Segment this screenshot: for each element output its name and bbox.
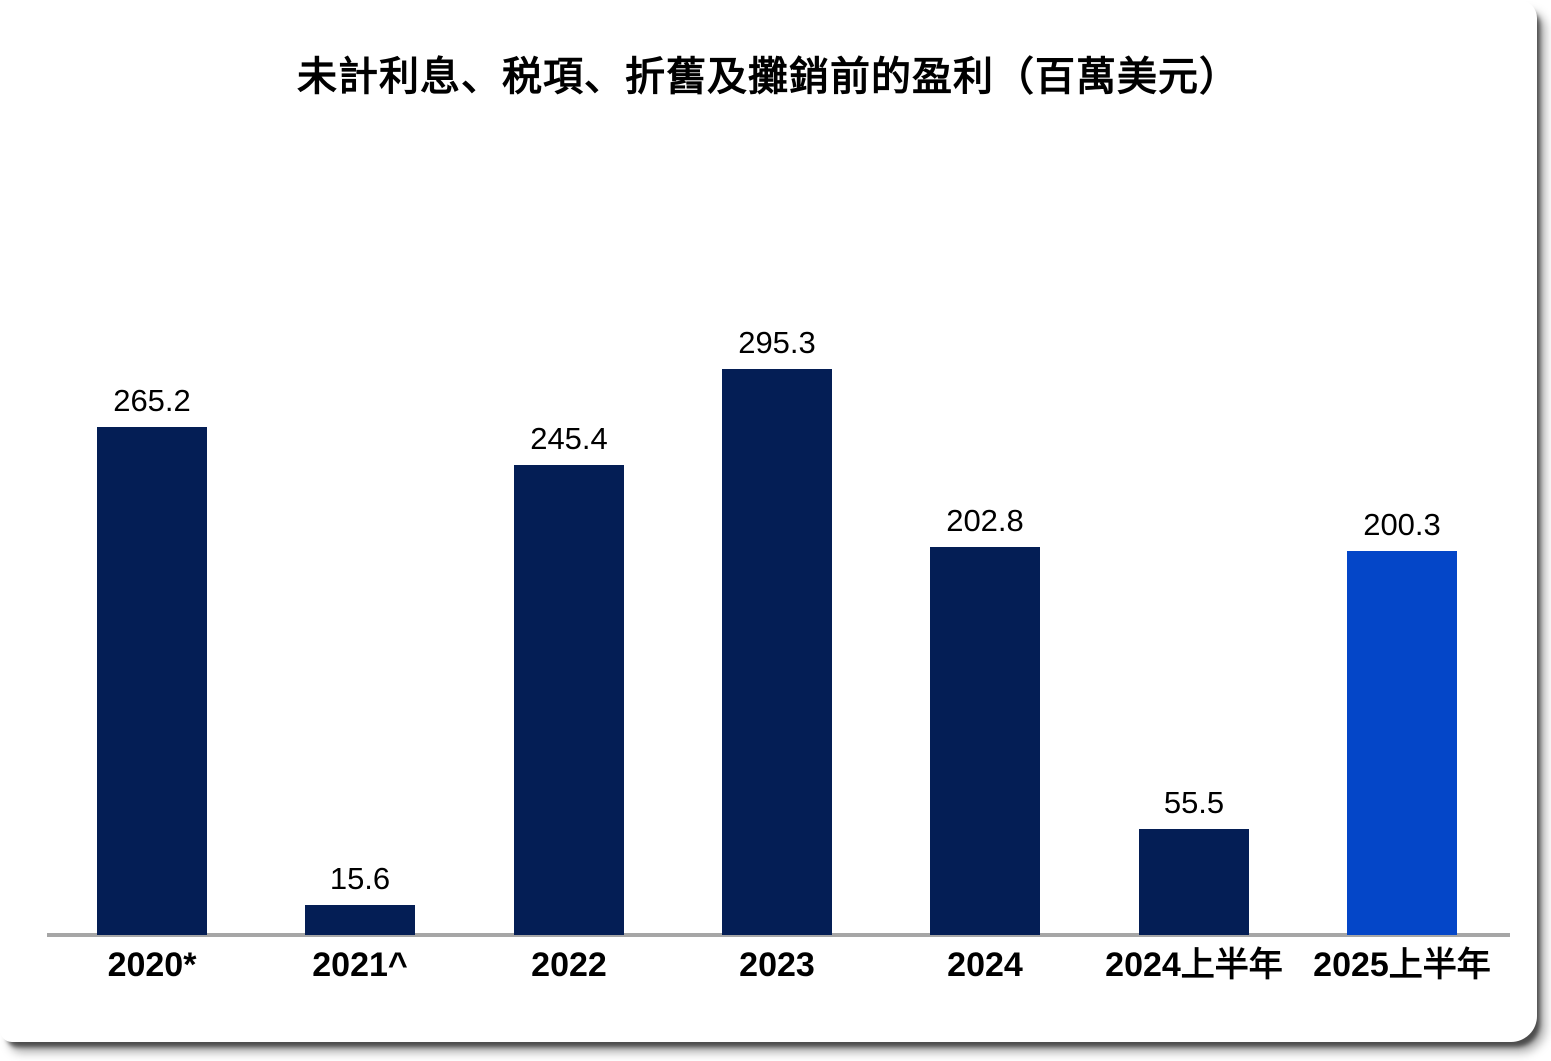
x-axis-label: 2023 (739, 946, 815, 984)
bar (305, 905, 415, 935)
bar (514, 465, 624, 935)
x-axis-label: 2025上半年 (1313, 946, 1491, 984)
bar-value-label: 200.3 (1363, 507, 1441, 542)
bar (930, 547, 1040, 935)
bar (722, 369, 832, 935)
bar (1139, 829, 1249, 935)
bar-value-label: 55.5 (1163, 785, 1225, 820)
x-axis-label: 2021^ (312, 946, 408, 984)
x-axis-label: 2020* (107, 946, 197, 984)
bar (1347, 551, 1457, 935)
bar-value-label: 295.3 (738, 325, 816, 360)
x-axis-line (47, 933, 1510, 937)
chart-card: 未計利息、税項、折舊及攤銷前的盈利（百萬美元） 265.2 2020* 15.6 20… (47, 55, 1510, 984)
x-axis-label: 2024 (947, 946, 1023, 984)
bar-value-label: 265.2 (113, 383, 191, 418)
chart-title: 未計利息、税項、折舊及攤銷前的盈利（百萬美元） (297, 55, 1240, 99)
x-axis-label: 2022 (531, 946, 607, 984)
bar-value-label: 15.6 (329, 861, 391, 896)
plot-area: 265.2 2020* 15.6 2021^ 245.4 2022 295.3 2023 202… (47, 325, 1510, 984)
bar (97, 427, 207, 935)
bar-value-label: 202.8 (946, 503, 1024, 538)
x-axis-label: 2024上半年 (1105, 946, 1283, 984)
bar-value-label: 245.4 (530, 421, 608, 456)
